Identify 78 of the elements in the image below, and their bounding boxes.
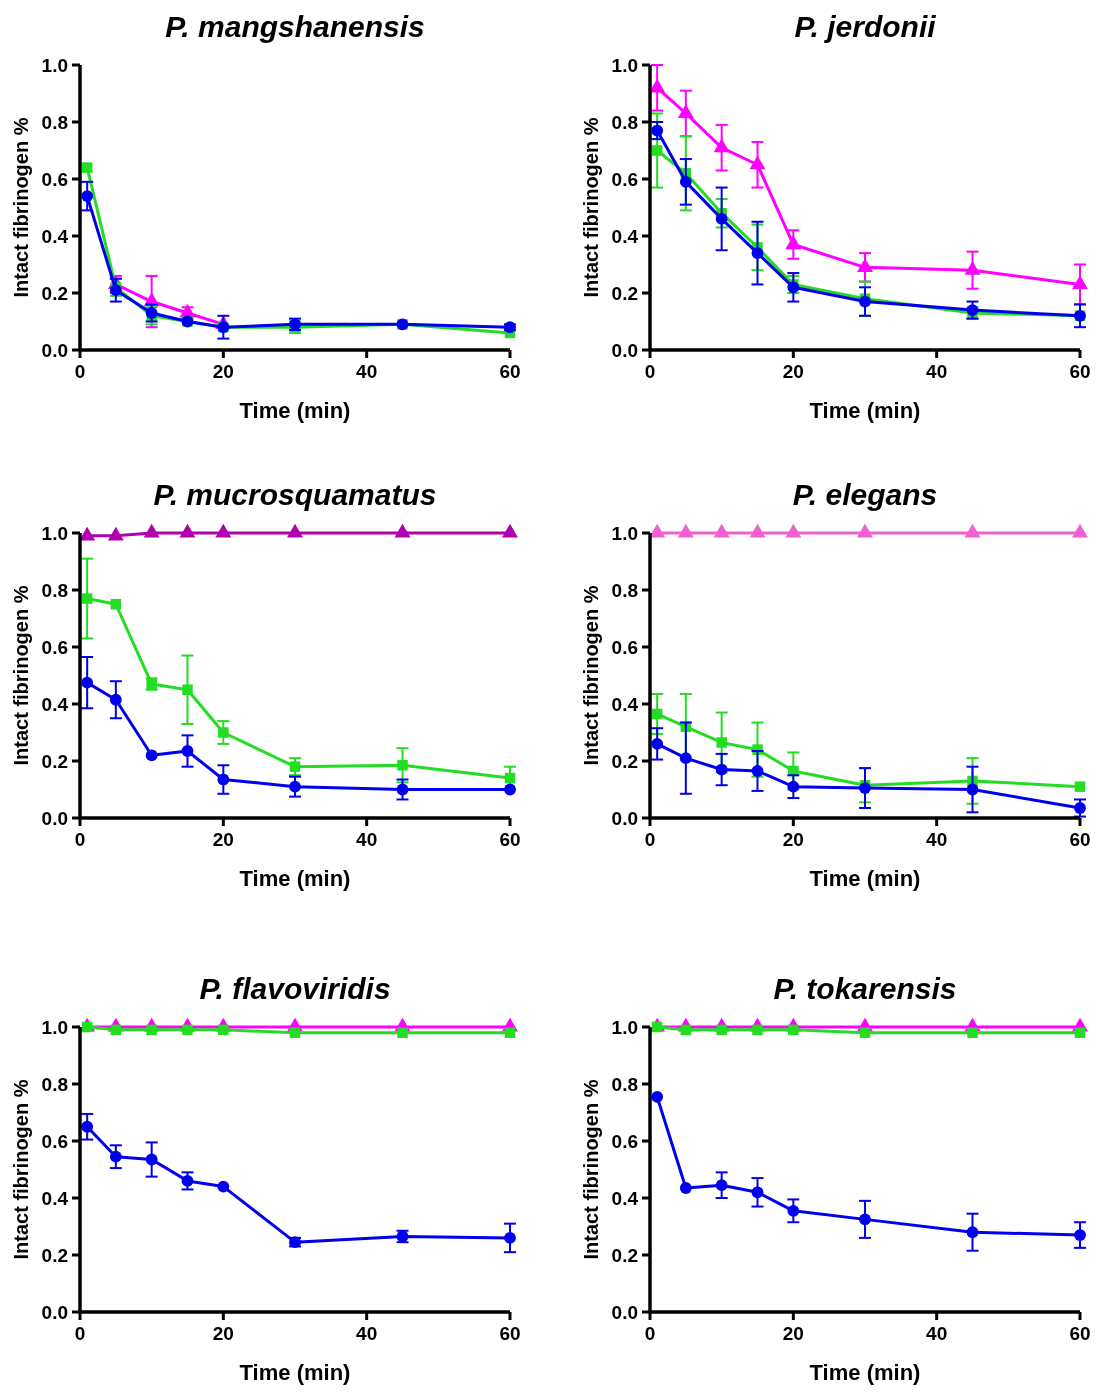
y-axis-title: Intact fibrinogen % [10, 585, 32, 766]
y-tick-label: 0.6 [611, 1130, 638, 1152]
y-axis-title: Intact fibrinogen % [580, 1079, 602, 1260]
y-tick-label: 0.8 [611, 1073, 638, 1095]
x-tick-label: 20 [212, 361, 234, 382]
x-tick-label: 0 [74, 829, 86, 850]
y-tick-label: 0.2 [611, 750, 638, 772]
chart-title: P. mucrosquamatus [153, 478, 437, 511]
x-axis-title: Time (min) [239, 398, 351, 423]
y-tick-label: 0.8 [41, 579, 68, 601]
x-tick-label: 20 [212, 1323, 234, 1344]
chart-title: P. mangshanensis [165, 10, 425, 43]
y-tick-label: 0.4 [611, 225, 639, 247]
x-tick-label: 60 [499, 1323, 521, 1344]
y-axis-title: Intact fibrinogen % [10, 1079, 32, 1260]
x-tick-label: 20 [782, 361, 804, 382]
x-tick-label: 0 [644, 1323, 656, 1344]
chart-title: P. elegans [792, 478, 938, 511]
y-tick-label: 0.6 [41, 636, 68, 658]
y-tick-label: 0.2 [41, 1244, 68, 1266]
chart-title: P. jerdonii [794, 10, 937, 43]
y-tick-label: 0.4 [41, 693, 69, 715]
y-tick-label: 0.0 [41, 1301, 68, 1323]
y-tick-label: 0.0 [41, 807, 68, 829]
y-tick-label: 1.0 [611, 54, 638, 76]
x-axis-title: Time (min) [239, 1360, 351, 1385]
x-tick-label: 40 [926, 361, 948, 382]
y-tick-label: 0.4 [611, 1187, 639, 1209]
y-tick-label: 1.0 [41, 54, 68, 76]
x-tick-label: 0 [644, 361, 656, 382]
y-tick-label: 0.4 [41, 1187, 69, 1209]
y-axis-title: Intact fibrinogen % [580, 117, 602, 298]
y-tick-label: 0.8 [41, 111, 68, 133]
x-tick-label: 0 [644, 829, 656, 850]
x-axis-title: Time (min) [239, 866, 351, 891]
x-tick-label: 20 [782, 1323, 804, 1344]
x-axis-title: Time (min) [809, 866, 921, 891]
x-tick-label: 60 [499, 829, 521, 850]
y-tick-label: 0.6 [611, 168, 638, 190]
x-tick-label: 40 [926, 829, 948, 850]
y-tick-label: 0.6 [611, 636, 638, 658]
y-tick-label: 0.2 [41, 282, 68, 304]
chart-title: P. tokarensis [773, 972, 957, 1005]
y-tick-label: 0.6 [41, 1130, 68, 1152]
x-tick-label: 60 [499, 361, 521, 382]
y-tick-label: 0.0 [611, 339, 638, 361]
y-axis-title: Intact fibrinogen % [580, 585, 602, 766]
y-tick-label: 0.6 [41, 168, 68, 190]
x-tick-label: 60 [1069, 361, 1091, 382]
y-tick-label: 0.2 [611, 1244, 638, 1266]
x-tick-label: 0 [74, 1323, 86, 1344]
y-tick-label: 0.4 [611, 693, 639, 715]
x-tick-label: 40 [926, 1323, 948, 1344]
x-tick-label: 40 [356, 829, 378, 850]
y-tick-label: 0.2 [41, 750, 68, 772]
x-tick-label: 20 [212, 829, 234, 850]
x-tick-label: 40 [356, 1323, 378, 1344]
y-tick-label: 1.0 [41, 1016, 68, 1038]
x-tick-label: 40 [356, 361, 378, 382]
y-tick-label: 0.8 [611, 111, 638, 133]
y-tick-label: 0.0 [41, 339, 68, 361]
y-tick-label: 0.8 [611, 579, 638, 601]
y-tick-label: 1.0 [41, 522, 68, 544]
y-axis-title: Intact fibrinogen % [10, 117, 32, 298]
y-tick-label: 0.4 [41, 225, 69, 247]
x-tick-label: 0 [74, 361, 86, 382]
y-tick-label: 0.0 [611, 1301, 638, 1323]
y-tick-label: 0.0 [611, 807, 638, 829]
x-tick-label: 60 [1069, 829, 1091, 850]
x-axis-title: Time (min) [809, 398, 921, 423]
y-tick-label: 1.0 [611, 522, 638, 544]
x-tick-label: 20 [782, 829, 804, 850]
y-tick-label: 0.8 [41, 1073, 68, 1095]
y-tick-label: 1.0 [611, 1016, 638, 1038]
y-tick-label: 0.2 [611, 282, 638, 304]
x-tick-label: 60 [1069, 1323, 1091, 1344]
chart-title: P. flavoviridis [199, 972, 391, 1005]
x-axis-title: Time (min) [809, 1360, 921, 1385]
